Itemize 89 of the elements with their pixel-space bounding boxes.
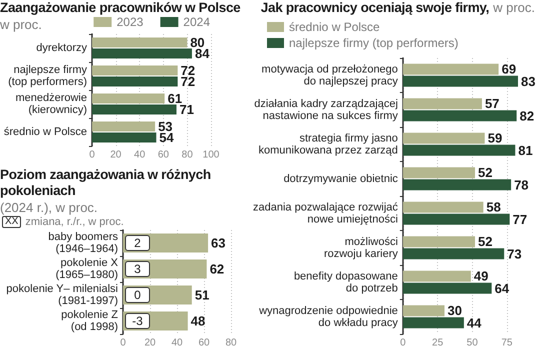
bar [92, 104, 176, 114]
bar [402, 248, 504, 260]
bar [402, 282, 492, 294]
bar [92, 132, 156, 142]
bar [92, 48, 192, 58]
x-tick-label: 80 [182, 150, 194, 160]
bar [402, 167, 476, 178]
y-tick-label: baby boomers (1946–1964) [48, 231, 118, 255]
x-tick-label: 0 [400, 338, 406, 348]
x-tick-label: 20 [110, 150, 122, 160]
x-tick-label: 40 [134, 150, 146, 160]
data-label: 49 [474, 268, 488, 284]
chart-title: Poziom zaangażowania w różnych pokoleniach [0, 167, 211, 198]
annotation: -3 [125, 313, 150, 329]
x-tick-label: 0 [89, 150, 96, 160]
annotation: 3 [125, 261, 150, 277]
annotation: 2 [125, 235, 150, 251]
bar [402, 110, 517, 122]
y-tick-label: motywacja od przełożonego do najlepszej pracy [262, 63, 398, 88]
y-tick-label: zadania pozwalające rozwijać nowe umiejętności [252, 201, 398, 226]
bar [402, 236, 476, 248]
data-label: 73 [507, 246, 522, 262]
bar [402, 317, 464, 328]
data-label: 82 [520, 108, 534, 124]
bar [92, 94, 165, 104]
legend-label: 2023 [116, 15, 144, 29]
chart-subtitle: w proc. [493, 0, 535, 15]
bar [92, 38, 188, 48]
bar [402, 132, 485, 144]
data-label: 64 [494, 280, 510, 296]
legend-label: 2024 [183, 15, 210, 29]
bar [92, 66, 178, 76]
x-tick-label: 25 [432, 338, 444, 348]
data-label: 58 [486, 200, 501, 215]
data-label: 81 [518, 142, 533, 158]
bar [402, 179, 512, 190]
data-label: 44 [466, 315, 482, 330]
data-label: 63 [211, 236, 226, 250]
y-tick-label: możliwości rozwoju kariery [324, 236, 398, 260]
data-label: 83 [521, 74, 536, 89]
y-tick-label: dyrektorzy [36, 42, 88, 54]
x-tick-label: 20 [144, 338, 156, 348]
bar [402, 305, 445, 316]
x-tick-label: 0 [120, 338, 126, 348]
data-label: 62 [210, 262, 224, 276]
y-tick-label: benefity dopasowane do potrzeb [294, 270, 398, 294]
y-tick-label: wynagrodzenie odpowiednie do wkładu pracy [258, 304, 398, 329]
bar [92, 76, 178, 86]
y-tick-label: menedżerowie (kierownicy) [15, 92, 87, 116]
data-label: 59 [488, 130, 502, 146]
y-tick-label: najlepsze firmy (top performers) [8, 64, 88, 88]
x-tick-label: 60 [158, 150, 170, 160]
data-label: 77 [512, 212, 528, 227]
data-label: 30 [448, 303, 462, 318]
bar [92, 122, 156, 132]
y-tick-label: pokolenie Z (od 1998) [61, 309, 118, 333]
y-tick-label: pokolenie X (1965–1980) [56, 257, 119, 281]
bar [402, 202, 484, 213]
data-label: 52 [478, 234, 492, 250]
x-tick-label: 80 [225, 338, 237, 348]
text: zmiana, r./r., w proc. [25, 216, 124, 228]
y-tick-label: pokolenie Y– milenialsi (1981-1997) [6, 283, 118, 307]
data-label: 78 [514, 177, 529, 192]
bar [402, 144, 516, 156]
x-tick-label: 50 [466, 338, 478, 348]
chart-subtitle: (2024 r.), w proc. [0, 200, 99, 215]
x-tick-label: 60 [198, 338, 210, 348]
bar [402, 270, 471, 282]
text: XX [2, 216, 22, 228]
data-label: 69 [502, 62, 516, 77]
bar [402, 64, 499, 75]
bar [402, 76, 518, 87]
data-label: 52 [478, 165, 492, 180]
data-label: 57 [484, 96, 500, 112]
bar [402, 214, 510, 225]
annotation: 0 [125, 287, 150, 303]
y-tick-label: dotrzymywanie obietnic [284, 172, 398, 185]
data-label: 51 [194, 288, 210, 302]
y-tick-label: średnio w Polsce [4, 126, 87, 138]
x-tick-label: 75 [501, 338, 513, 348]
chart-title: Zaangażowanie pracowników w Polsce [0, 0, 240, 15]
x-tick-label: 40 [171, 338, 183, 348]
y-tick-label: strategia firmy jasno komunikowana przez zarząd [258, 132, 398, 156]
chart-title: Jak pracownicy oceniają swoje firmy, [260, 0, 490, 15]
data-label: 48 [190, 314, 206, 328]
x-tick-label: 100 [202, 150, 220, 160]
bar [402, 98, 482, 110]
y-tick-label: działania kadry zarządzającej nastawione na sukces firmy [254, 98, 398, 122]
chart-subtitle: w proc. [0, 17, 42, 32]
